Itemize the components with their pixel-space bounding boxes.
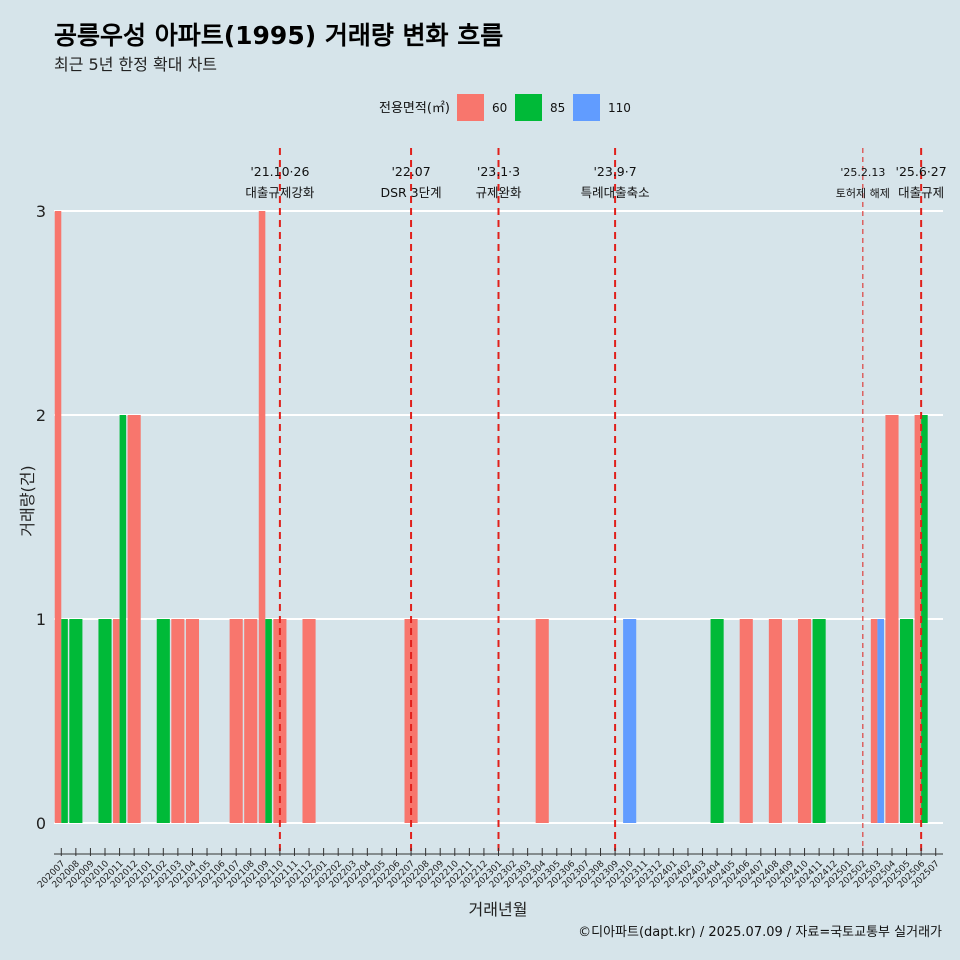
bar-202207-60 [404,619,418,823]
annotation-label-2: DSR 3단계 [380,185,441,200]
bar-202406-60 [739,619,753,823]
legend-label-110: 110 [608,101,631,115]
bar-202007-60 [54,211,62,823]
annotation-date-4: '23.9·7 [593,164,636,179]
bar-202304-60 [535,619,549,823]
chart-subtitle: 최근 5년 한정 확대 차트 [54,55,217,74]
y-tick-label-3: 3 [36,202,46,221]
y-tick-label-1: 1 [36,610,46,629]
bar-202102-85 [156,619,170,823]
caption: ©디아파트(dapt.kr) / 2025.07.09 / 자료=국토교통부 실… [578,925,942,940]
annotation-label-4: 특례대출축소 [581,185,650,200]
bar-202012-60 [127,415,141,823]
legend-label-60: 60 [492,101,507,115]
bar-202408-60 [768,619,782,823]
bar-202109-60 [258,211,266,823]
bar-202503-60 [870,619,878,823]
bar-202410-60 [797,619,812,823]
bar-202011-85 [119,415,127,823]
legend-title: 전용면적(㎡) [379,101,450,116]
bar-202404-85 [710,619,724,823]
annotation-label-6: 대출규제 [898,185,944,200]
bar-202007-85 [61,619,68,823]
legend-key-60 [457,94,484,121]
chart-title: 공릉우성 아파트(1995) 거래량 변화 흐름 [54,21,503,50]
annotation-date-1: '21.10·26 [250,164,309,179]
annotation-date-6: '25.6·27 [896,164,947,179]
annotation-label-1: 대출규제강화 [245,185,315,200]
y-axis-label: 거래량(건) [18,465,37,536]
bar-202109-85 [265,619,272,823]
bar-202110-60 [273,619,287,823]
annotation-label-5: 토허제 해제 [836,186,890,200]
bars [54,211,928,823]
bar-202010-85 [98,619,112,823]
bar-202505-85 [900,619,914,823]
bar-202310-110 [623,619,637,823]
x-axis-label: 거래년월 [469,900,528,919]
bar-202108-60 [244,619,258,823]
bar-202503-110 [877,619,884,823]
legend-key-85 [515,94,542,121]
bar-202506-85 [921,415,928,823]
legend-label-85: 85 [550,101,565,115]
bar-202103-60 [171,619,185,823]
bar-202107-60 [229,619,243,823]
bar-202011-60 [113,619,120,823]
y-tick-label-0: 0 [36,814,46,833]
y-tick-label-2: 2 [36,406,46,425]
annotation-date-5: '25.2.13 [840,166,885,179]
legend-key-110 [573,94,600,121]
bar-202411-85 [812,619,826,823]
annotations: '21.10·26 대출규제강화 '22.07 DSR 3단계 '23.1·3 규제완화 '… [245,148,947,852]
bar-202112-60 [302,619,316,823]
bar-202008-85 [69,619,83,823]
bar-202506-60 [914,415,922,823]
bar-202504-60 [885,415,899,823]
annotation-date-3: '23.1·3 [477,164,520,179]
bar-202104-60 [185,619,200,823]
legend: 전용면적(㎡) 60 85 110 [379,94,631,121]
annotation-date-2: '22.07 [391,164,430,179]
annotation-label-3: 규제완화 [475,185,522,200]
